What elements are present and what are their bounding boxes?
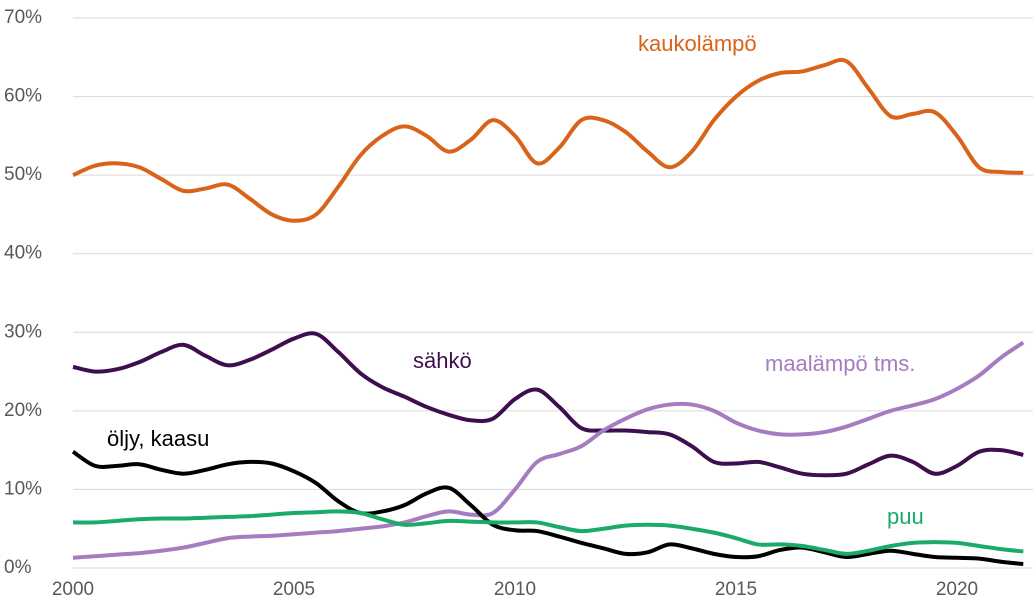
series-label: puu bbox=[887, 504, 924, 529]
y-tick-label: 40% bbox=[4, 243, 42, 264]
y-tick-label: 10% bbox=[4, 478, 42, 499]
y-tick-label: 60% bbox=[4, 86, 42, 107]
series-line bbox=[72, 57, 1024, 223]
x-tick-label: 2000 bbox=[52, 579, 94, 600]
y-tick-label: 30% bbox=[4, 321, 42, 342]
y-tick-label: 70% bbox=[4, 7, 42, 28]
series-label: öljy, kaasu bbox=[107, 426, 209, 451]
x-tick-label: 2005 bbox=[273, 579, 315, 600]
series-line bbox=[72, 331, 1024, 478]
y-tick-label: 50% bbox=[4, 164, 42, 185]
series-line bbox=[71, 450, 1024, 567]
series-line bbox=[72, 509, 1024, 556]
x-tick-label: 2020 bbox=[936, 579, 978, 600]
y-tick-label: 20% bbox=[4, 400, 42, 421]
x-tick-label: 2010 bbox=[494, 579, 536, 600]
series-label: kaukolämpö bbox=[638, 31, 757, 56]
x-tick-label: 2015 bbox=[715, 579, 757, 600]
series-label: maalämpö tms. bbox=[765, 351, 915, 376]
y-tick-label: 0% bbox=[4, 557, 32, 578]
series-line bbox=[72, 340, 1025, 560]
series-label: sähkö bbox=[413, 348, 472, 373]
